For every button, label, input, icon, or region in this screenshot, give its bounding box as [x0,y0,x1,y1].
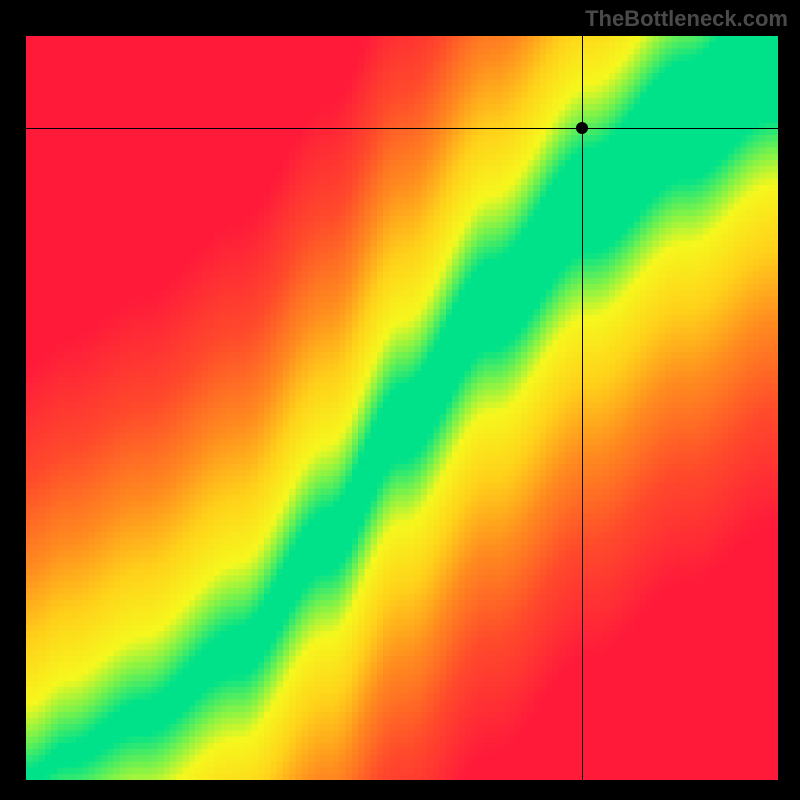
watermark-text: TheBottleneck.com [585,6,788,32]
crosshair-horizontal [26,128,778,130]
heatmap-plot [26,36,778,780]
heatmap-canvas [26,36,778,780]
crosshair-marker [576,122,588,134]
crosshair-vertical [582,36,584,780]
